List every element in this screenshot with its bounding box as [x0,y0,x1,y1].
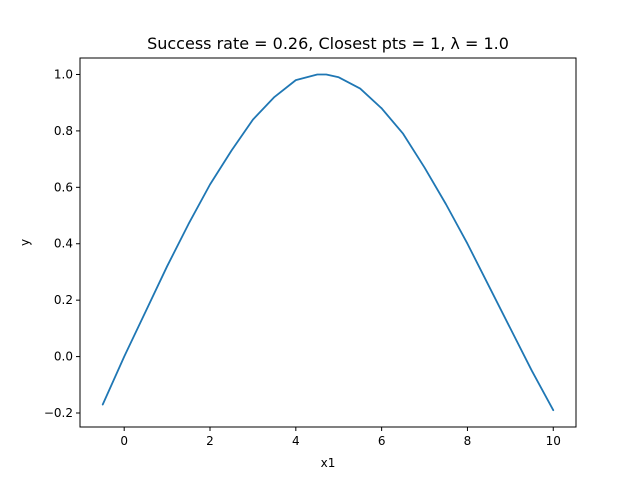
y-axis-label: y [18,239,32,246]
y-tick-label: 1.0 [54,67,73,81]
y-tick-label: 0.8 [54,124,73,138]
x-tick-label: 8 [464,434,472,448]
y-tick-label: 0.2 [54,293,73,307]
x-axis-label: x1 [321,456,336,470]
series-group [101,73,555,412]
series-line-0 [101,73,555,412]
x-tick-label: 10 [546,434,561,448]
x-tick-label: 0 [120,434,128,448]
plot-frame [79,57,577,428]
y-tick-label: 0.4 [54,237,73,251]
x-tick-label: 6 [378,434,386,448]
x-tick-label: 4 [292,434,300,448]
chart-title: Success rate = 0.26, Closest pts = 1, λ … [147,34,509,53]
y-tick-label: −0.2 [44,406,73,420]
y-tick-label: 0.0 [54,350,73,364]
axis-ticks: 0 2 4 6 8 10 −0.2 0.0 0.2 0.4 0.6 0.8 1.0 [44,67,561,448]
y-tick-label: 0.6 [54,180,73,194]
x-tick-label: 2 [206,434,214,448]
